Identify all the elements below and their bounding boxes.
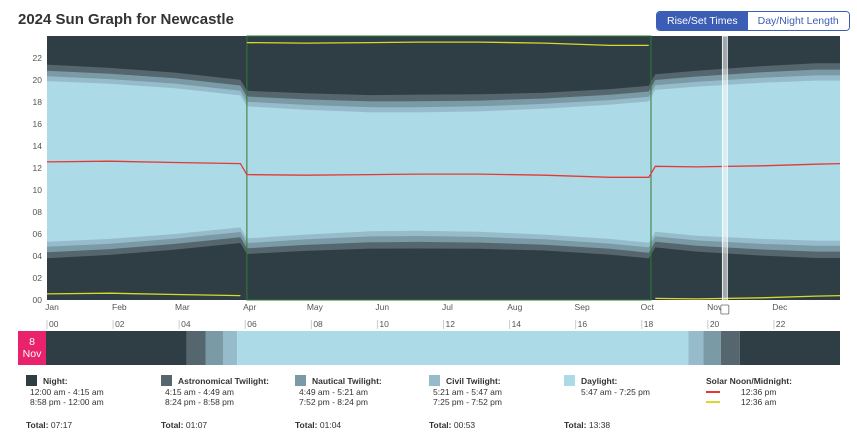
x-month-label: Feb: [112, 302, 127, 312]
hour-label: 08: [313, 319, 323, 329]
hour-label: 18: [644, 319, 654, 329]
solar-midnight-line: [46, 41, 841, 300]
legend: Night: 12:00 am - 4:15 am 8:58 pm - 12:0…: [26, 374, 846, 434]
x-month-label: Mar: [175, 302, 190, 312]
daylight-swatch: [564, 375, 575, 386]
civil-range-1: 5:21 am - 5:47 am: [433, 387, 502, 397]
hour-label: 10: [379, 319, 389, 329]
civil-range-2: 7:25 pm - 7:52 pm: [433, 397, 502, 407]
day-strip-civil: [223, 331, 238, 365]
y-tick-label: 20: [33, 75, 43, 85]
x-month-label: Jul: [442, 302, 453, 312]
day-strip-night: [739, 331, 840, 365]
astronomical-label: Astronomical Twilight:: [178, 376, 269, 386]
hour-label: 04: [181, 319, 191, 329]
x-month-label: Sep: [575, 302, 590, 312]
solar-noon-line: [46, 160, 841, 178]
selected-date-month: Nov: [22, 348, 42, 360]
hour-label: 12: [446, 319, 456, 329]
y-tick-label: 10: [33, 185, 43, 195]
y-tick-label: 06: [33, 229, 43, 239]
hour-label: 00: [49, 319, 59, 329]
y-tick-label: 22: [33, 53, 43, 63]
night-range-1: 12:00 am - 4:15 am: [30, 387, 104, 397]
dst-period-outline: [246, 35, 652, 301]
solar-noon-marker: [706, 391, 720, 393]
day-strip-nautical: [205, 331, 223, 365]
nautical-swatch: [295, 375, 306, 386]
x-month-label: Nov: [707, 302, 723, 312]
y-tick-label: 18: [33, 97, 43, 107]
night-total: Total: 07:17: [26, 420, 73, 430]
selected-day-marker: [721, 35, 728, 311]
hour-label: 16: [578, 319, 588, 329]
y-tick-label: 08: [33, 207, 43, 217]
daylight-label: Daylight:: [581, 376, 618, 386]
y-tick-label: 16: [33, 119, 43, 129]
y-tick-label: 14: [33, 141, 43, 151]
rise-set-times-button[interactable]: Rise/Set Times: [657, 12, 748, 30]
day-strip-astro: [186, 331, 206, 365]
astronomical-range-1: 4:15 am - 4:49 am: [165, 387, 234, 397]
daylight-area: [47, 80, 840, 243]
solar-noon-time: 12:36 pm: [741, 387, 777, 397]
day-strip[interactable]: [46, 331, 840, 365]
astronomical-swatch: [161, 375, 172, 386]
day-strip-astro: [720, 331, 740, 365]
day-strip-night: [46, 331, 187, 365]
selected-date-badge[interactable]: 8 Nov: [18, 331, 46, 365]
civil-total: Total: 00:53: [429, 420, 476, 430]
x-month-label: Oct: [641, 302, 655, 312]
day-strip-nautical: [703, 331, 721, 365]
y-tick-label: 00: [33, 295, 43, 305]
night-swatch: [26, 375, 37, 386]
civil-swatch: [429, 375, 440, 386]
x-month-label: Aug: [507, 302, 522, 312]
solar-midnight-time: 12:36 am: [741, 397, 777, 407]
daylight-total: Total: 13:38: [564, 420, 611, 430]
astronomical-total: Total: 01:07: [161, 420, 208, 430]
hour-label: 22: [776, 319, 786, 329]
x-month-label: Apr: [243, 302, 256, 312]
selected-day-handle[interactable]: [720, 304, 730, 315]
x-month-label: Jun: [375, 302, 389, 312]
nautical-range-1: 4:49 am - 5:21 am: [299, 387, 368, 397]
hour-label: 14: [512, 319, 522, 329]
selected-date-day: 8: [29, 336, 35, 348]
nautical-label: Nautical Twilight:: [312, 376, 382, 386]
night-label: Night:: [43, 376, 68, 386]
y-tick-label: 02: [33, 273, 43, 283]
y-tick-label: 04: [33, 251, 43, 261]
view-toggle: Rise/Set Times Day/Night Length: [656, 11, 850, 31]
astronomical-range-2: 8:24 pm - 8:58 pm: [165, 397, 234, 407]
night-range-2: 8:58 pm - 12:00 am: [30, 397, 104, 407]
x-month-label: Jan: [45, 302, 59, 312]
x-month-label: Dec: [772, 302, 788, 312]
y-tick-label: 12: [33, 163, 43, 173]
hour-label: 06: [247, 319, 257, 329]
solar-label: Solar Noon/Midnight:: [706, 376, 792, 386]
hour-label: 20: [710, 319, 720, 329]
civil-label: Civil Twilight:: [446, 376, 501, 386]
selected-day-bar: 8 Nov: [18, 331, 840, 365]
day-strip-civil: [688, 331, 704, 365]
page-title: 2024 Sun Graph for Newcastle: [18, 11, 234, 28]
nautical-total: Total: 01:04: [295, 420, 342, 430]
hour-label: 02: [115, 319, 125, 329]
day-strip-daylight: [237, 331, 689, 365]
x-month-label: May: [307, 302, 324, 312]
nautical-range-2: 7:52 pm - 8:24 pm: [299, 397, 368, 407]
daylight-range: 5:47 am - 7:25 pm: [581, 387, 650, 397]
sun-graph-chart[interactable]: 00 02 04 06 08 10 12 14 16 18 20 22 Jan Feb Mar Apr May J…: [0, 0, 857, 331]
day-night-length-button[interactable]: Day/Night Length: [747, 12, 849, 30]
solar-midnight-marker: [706, 401, 720, 403]
